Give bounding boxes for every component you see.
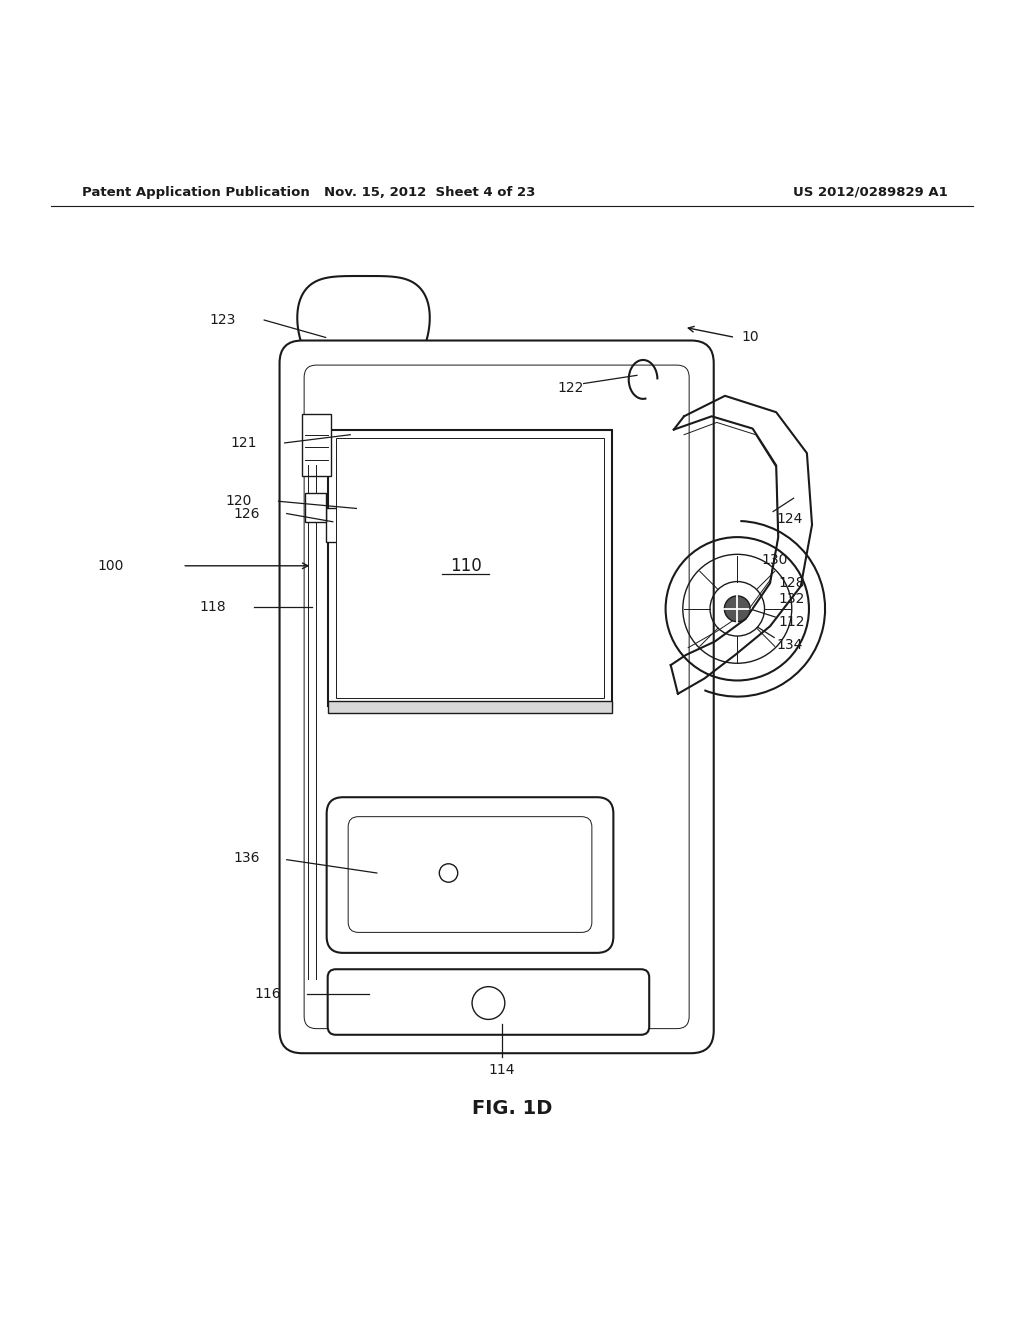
Bar <box>302 414 331 475</box>
Bar <box>502 488 568 537</box>
Text: FIG. 1D: FIG. 1D <box>472 1100 552 1118</box>
FancyBboxPatch shape <box>348 817 592 932</box>
Bar <box>328 429 612 706</box>
FancyBboxPatch shape <box>304 366 689 1028</box>
FancyBboxPatch shape <box>328 969 649 1035</box>
FancyBboxPatch shape <box>280 341 714 1053</box>
Text: 112: 112 <box>778 615 805 630</box>
Text: 120: 120 <box>225 494 252 508</box>
Bar <box>328 701 612 713</box>
Text: 122: 122 <box>557 380 584 395</box>
Bar <box>354 508 375 543</box>
Bar <box>305 494 326 521</box>
Text: 124: 124 <box>776 512 803 525</box>
Text: 126: 126 <box>233 507 260 520</box>
Bar <box>336 438 604 698</box>
Text: 121: 121 <box>230 436 257 450</box>
Text: 132: 132 <box>778 591 805 606</box>
Text: 128: 128 <box>778 577 805 590</box>
Text: 134: 134 <box>776 638 803 652</box>
Text: 10: 10 <box>741 330 759 345</box>
Text: 136: 136 <box>233 850 260 865</box>
Text: Nov. 15, 2012  Sheet 4 of 23: Nov. 15, 2012 Sheet 4 of 23 <box>325 186 536 198</box>
Text: 100: 100 <box>97 558 124 573</box>
Text: Patent Application Publication: Patent Application Publication <box>82 186 309 198</box>
Text: 123: 123 <box>210 313 237 327</box>
Text: US 2012/0289829 A1: US 2012/0289829 A1 <box>793 186 948 198</box>
Text: 110: 110 <box>450 557 482 574</box>
FancyBboxPatch shape <box>327 797 613 953</box>
Text: 116: 116 <box>254 987 281 1001</box>
Text: 114: 114 <box>488 1063 515 1077</box>
Text: 118: 118 <box>200 599 226 614</box>
Text: 130: 130 <box>762 553 788 566</box>
Bar <box>326 508 346 543</box>
Circle shape <box>724 595 751 622</box>
